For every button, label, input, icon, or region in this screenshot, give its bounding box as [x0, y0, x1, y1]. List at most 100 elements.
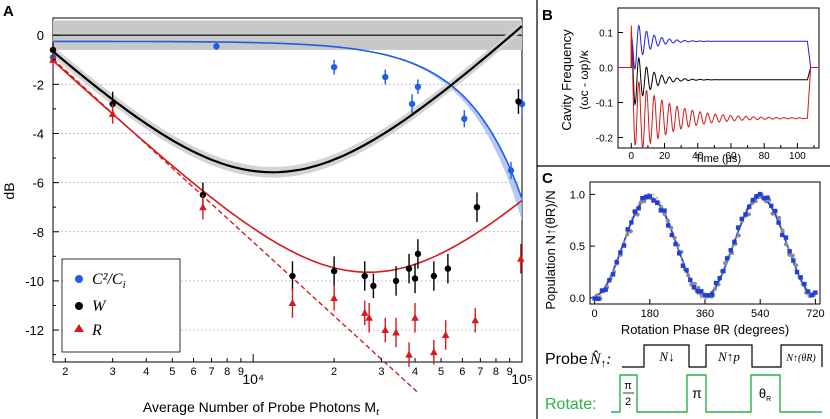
- panel-b-y-axis-label-line2: (ωc - ωp)/κ: [577, 49, 591, 109]
- panel-c-point-blue: [669, 232, 675, 238]
- panel-a-points: [49, 42, 526, 367]
- panel-c-point-blue: [809, 292, 814, 298]
- panel-c-y-axis-label: Population N↑(θR)/N: [543, 190, 558, 309]
- legend-label-blue: C²/Ci: [92, 271, 126, 291]
- panel-b-xtick-label: 20: [659, 151, 671, 162]
- panel-b-xtick-label: 40: [692, 151, 704, 162]
- panel-b-ytick-label: -0.1: [596, 99, 614, 110]
- panel-a-xtick-minor-label: 7: [208, 366, 214, 378]
- panel-c-point-blue: [621, 243, 627, 248]
- panel-c-point-blue: [647, 194, 652, 199]
- panel-a-xtick-major-label: 10⁴: [242, 371, 264, 387]
- panel-a-xtick-minor-label: 3: [378, 366, 384, 378]
- panel-a-point-red: [441, 330, 450, 338]
- panel-c-point-blue: [732, 239, 737, 245]
- panel-a-point-red: [411, 313, 419, 321]
- panel-c-point-blue: [717, 275, 722, 281]
- panel-a-black-fit: [52, 25, 523, 174]
- panel-c-point-blue: [673, 241, 678, 247]
- panel-a-x-axis-label-sub: t: [376, 406, 380, 418]
- panel-c-point-blue: [695, 288, 700, 294]
- panel-a-xtick-minor-label: 9: [238, 366, 244, 378]
- panel-c-point-blue: [724, 256, 730, 261]
- panel-a-point-red: [405, 350, 413, 358]
- panel-c-point-blue: [666, 223, 671, 228]
- panel-c-point-blue: [794, 269, 800, 275]
- panel-a-label: A: [3, 3, 14, 20]
- panel-c-label: C: [542, 170, 553, 187]
- panel-c-point-blue: [780, 232, 785, 238]
- legend-label-blue-sub: i: [123, 279, 126, 291]
- panel-c-point-blue: [636, 206, 641, 211]
- panel-c-xtick-label: 360: [696, 308, 714, 320]
- panel-c-point-blue: [758, 191, 763, 197]
- panel-a-point-red: [288, 299, 297, 307]
- panel-a-ytick-label: -10: [25, 274, 44, 289]
- panel-c-point-blue: [772, 208, 778, 214]
- panel-b-frame: [617, 7, 820, 149]
- panel-c-point-blue: [618, 250, 623, 255]
- panel-c-fit-line-gray: [594, 192, 816, 300]
- panel-c-point-gray: [777, 215, 782, 221]
- panel-c-point-gray: [723, 260, 728, 266]
- panel-a-blue-fit: [53, 40, 523, 199]
- panel-c-point-gray: [699, 292, 704, 297]
- panel-a-point-red: [471, 316, 480, 324]
- panel-c-point-gray: [713, 286, 718, 291]
- panel-c-x-axis-label: Rotation Phase θR (degrees): [621, 322, 789, 337]
- panel-b-label: B: [542, 7, 553, 24]
- panel-c-point-gray: [736, 233, 741, 238]
- panel-b-x-axis-label: Time (μs): [695, 153, 741, 165]
- panel-c-ytick-label: 0.0: [570, 293, 585, 305]
- panel-b-ytick-label: -0.2: [596, 134, 614, 145]
- panel-c-point-blue: [765, 195, 770, 200]
- probe-waveform: [622, 344, 823, 368]
- panel-c-point-blue: [688, 277, 693, 283]
- panel-c-point-blue: [614, 259, 619, 265]
- panel-c-point-blue: [654, 200, 660, 206]
- panel-b-xtick-label: 100: [789, 151, 806, 162]
- panel-a-point-red: [108, 109, 117, 117]
- panel-a-x-axis-label-text: Average Number of Probe Photons M: [143, 399, 376, 415]
- panel-c-ytick-label: 0.5: [570, 241, 585, 253]
- panel-c-xtick-label: 0: [592, 308, 598, 320]
- panel-a-point-black: [515, 98, 522, 105]
- pulse-sequence: Probe N̂↑: N↓ N↑p N↑(θR) Rotate: π 2 π θ…: [545, 344, 823, 413]
- panel-a-point-blue: [408, 100, 416, 108]
- legend-marker-black: [75, 302, 83, 310]
- panel-c-point-blue: [802, 281, 807, 287]
- panel-c-point-blue: [706, 293, 711, 298]
- panel-a-xtick-minor-label: 4: [143, 366, 149, 378]
- panel-c-point-gray: [625, 232, 630, 237]
- panel-a-legend: C²/Ci W R: [61, 258, 181, 353]
- panel-b-xtick-label: 60: [725, 151, 737, 162]
- panel-c-point-gray: [783, 242, 789, 247]
- panel-b-line: [618, 25, 819, 149]
- panel-c-point-blue: [750, 197, 756, 203]
- panel-c-point-blue: [710, 292, 715, 297]
- panel-c-point-gray: [787, 252, 792, 257]
- panel-a-point-blue: [382, 73, 389, 81]
- panel-c-point-blue: [798, 275, 803, 280]
- panel-c-point-blue: [739, 216, 744, 222]
- panel-a-blue-band: [53, 41, 522, 221]
- panel-a-point-black: [392, 277, 400, 285]
- panel-a-point-red: [517, 254, 525, 262]
- panel-a-xtick-minor-label: 7: [477, 366, 483, 378]
- panel-c-point-blue: [610, 272, 616, 277]
- panel-a-ytick-label: -12: [25, 323, 44, 338]
- panel-a-ytick-label: -6: [32, 176, 44, 191]
- panel-b-ytick-label: 0.1: [599, 29, 613, 40]
- panel-a-point-black: [330, 267, 338, 275]
- legend-marker-blue: [75, 275, 83, 283]
- panel-a-point-black: [414, 250, 422, 258]
- panel-a-frame: [52, 17, 523, 363]
- panel-c-point-blue: [662, 208, 667, 213]
- panel-c-point-blue: [783, 235, 789, 240]
- pulse-pi: π: [692, 385, 702, 401]
- panel-c-ytick-label: 1.0: [570, 189, 585, 201]
- panel-c-point-gray: [746, 212, 751, 217]
- panel-b-lines: [618, 24, 819, 149]
